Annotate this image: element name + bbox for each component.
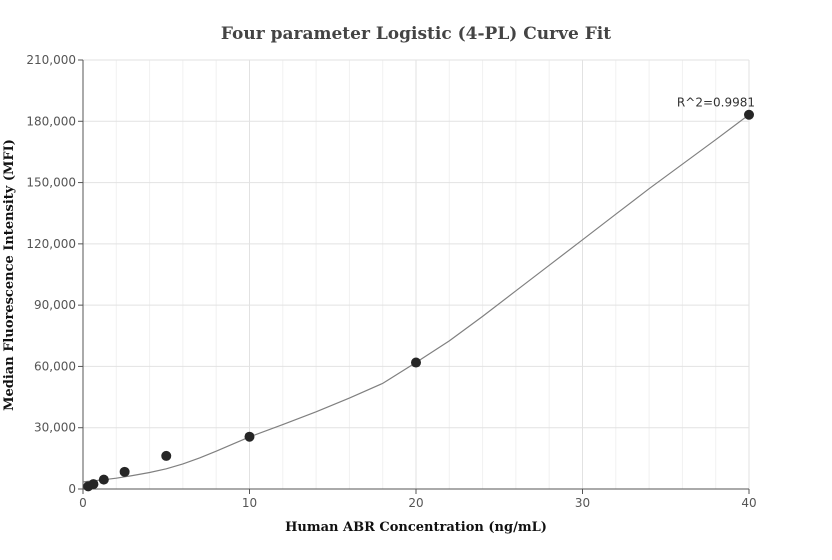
- x-tick-label: 10: [242, 496, 257, 510]
- x-tick-label: 40: [741, 496, 756, 510]
- y-tick-label: 60,000: [34, 359, 76, 373]
- chart-title: Four parameter Logistic (4-PL) Curve Fit: [221, 24, 611, 44]
- annotations: R^2=0.9981: [677, 96, 755, 110]
- data-point[interactable]: [119, 466, 130, 477]
- data-points: [83, 109, 754, 492]
- data-point[interactable]: [88, 479, 99, 490]
- r-squared-annotation: R^2=0.9981: [677, 96, 755, 110]
- y-tick-label: 0: [68, 482, 76, 496]
- fit-curve-group: [82, 114, 750, 483]
- y-tick-label: 210,000: [26, 53, 76, 67]
- data-point[interactable]: [411, 357, 421, 368]
- x-axis-title: Human ABR Concentration (ng/mL): [285, 520, 547, 535]
- data-point[interactable]: [744, 109, 754, 120]
- fit-curve: [82, 114, 750, 483]
- grid: [82, 59, 750, 490]
- axes: [78, 59, 750, 494]
- y-axis-title: Median Fluorescence Intensity (MFI): [2, 139, 17, 411]
- data-point[interactable]: [161, 450, 172, 461]
- tick-labels: 0 30,000 60,000 90,000 120,000 150,000 180,000…: [26, 53, 756, 510]
- x-tick-label: 30: [575, 496, 590, 510]
- x-tick-label: 0: [79, 496, 87, 510]
- y-tick-label: 180,000: [26, 114, 76, 128]
- data-point[interactable]: [98, 474, 109, 485]
- y-tick-label: 150,000: [26, 176, 76, 190]
- data-point[interactable]: [244, 431, 255, 442]
- y-tick-label: 30,000: [34, 421, 76, 435]
- y-tick-label: 90,000: [34, 298, 76, 312]
- x-tick-label: 20: [408, 496, 423, 510]
- y-tick-label: 120,000: [26, 237, 76, 251]
